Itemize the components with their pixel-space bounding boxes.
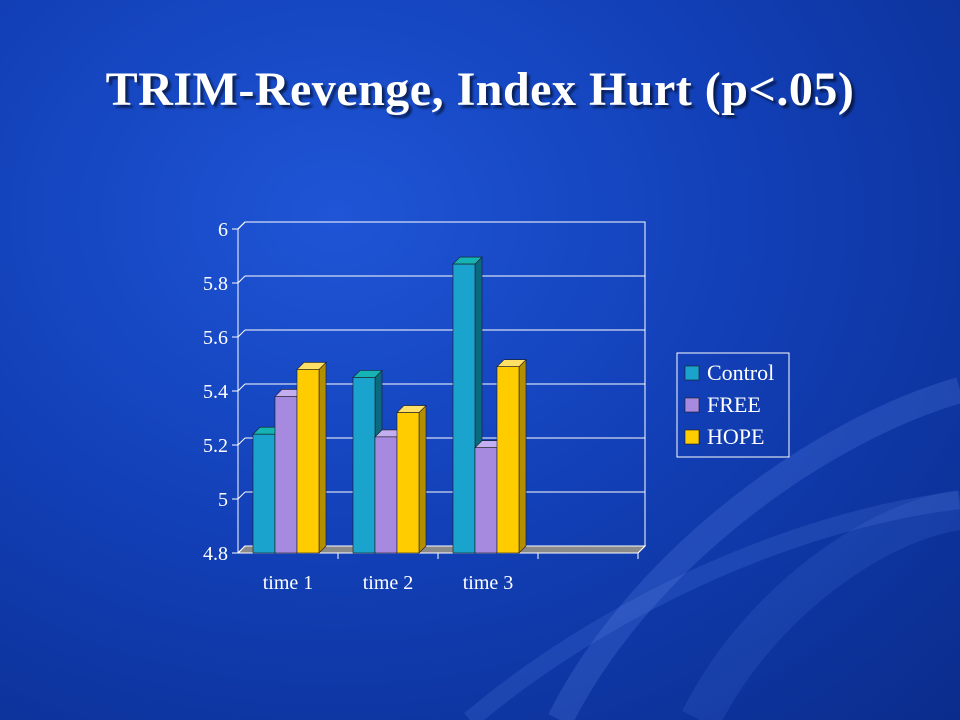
x-category-label: time 2 — [363, 572, 414, 594]
y-tick-label: 6 — [218, 219, 228, 241]
gridline-depth — [237, 383, 246, 392]
gridline-depth — [237, 437, 246, 446]
y-tick-label: 5 — [218, 489, 228, 511]
bar-free-2 — [374, 436, 398, 554]
bar-control-1 — [252, 433, 276, 554]
bar-side — [318, 361, 327, 554]
bar-free-3 — [474, 447, 498, 554]
y-tick-label: 5.4 — [203, 381, 228, 403]
bar-hope-2 — [396, 412, 420, 554]
legend-label: Control — [707, 360, 774, 385]
legend-swatch — [684, 429, 700, 445]
legend-label: FREE — [707, 392, 761, 417]
x-category-label: time 3 — [463, 572, 514, 594]
bar-hope-1 — [296, 369, 320, 554]
gridline-depth — [237, 329, 246, 338]
legend-swatch — [684, 397, 700, 413]
bar-side — [518, 358, 527, 554]
bar-free-1 — [274, 396, 298, 554]
bar-control-2 — [352, 377, 376, 554]
legend-swatch — [684, 365, 700, 381]
bar-side — [418, 404, 427, 554]
bar-control-3 — [452, 263, 476, 554]
legend-box — [676, 352, 790, 458]
y-tick-label: 5.8 — [203, 273, 228, 295]
gridline-depth — [237, 545, 246, 554]
bar-hope-3 — [496, 366, 520, 554]
slide-title: TRIM-Revenge, Index Hurt (p<.05) — [105, 63, 855, 116]
y-tick-label: 5.2 — [203, 435, 228, 457]
legend-label: HOPE — [707, 424, 764, 449]
x-category-label: time 1 — [263, 572, 314, 594]
y-tick-label: 4.8 — [203, 543, 228, 565]
gridline-depth — [237, 275, 246, 284]
y-tick-label: 5.6 — [203, 327, 228, 349]
gridline-depth — [237, 491, 246, 500]
gridline-depth — [237, 221, 246, 230]
